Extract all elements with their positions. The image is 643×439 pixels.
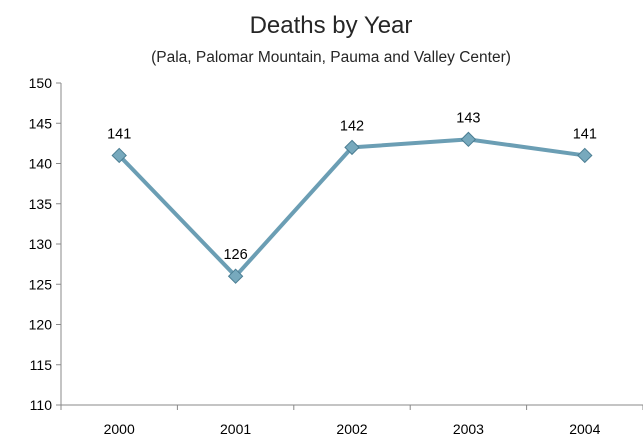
y-tick-label: 120	[29, 317, 53, 333]
y-tick-label: 135	[29, 196, 53, 212]
data-point-marker	[460, 131, 477, 148]
data-labels: 141 126 142 143 141	[107, 110, 597, 263]
data-label: 126	[223, 247, 247, 263]
axes: 110 115 120 125 130 135 140 145 150 2000 2001 2002 2…	[29, 75, 643, 437]
chart-title: Deaths by Year	[250, 12, 413, 39]
data-label: 141	[107, 126, 131, 142]
data-label: 142	[340, 118, 364, 134]
x-tick-label: 2002	[336, 421, 367, 437]
data-point-marker	[111, 147, 127, 164]
data-point-marker	[577, 147, 593, 164]
data-label: 143	[456, 110, 480, 126]
y-tick-label: 145	[29, 115, 53, 131]
x-tick-label: 2000	[104, 421, 135, 437]
y-tick-label: 125	[29, 276, 53, 292]
y-tick-label: 115	[30, 357, 53, 373]
series-layer	[111, 131, 593, 284]
data-point-marker	[227, 268, 244, 284]
x-tick-label: 2003	[453, 421, 484, 437]
x-tick-label: 2004	[569, 421, 600, 437]
y-tick-label: 130	[29, 236, 53, 252]
series-line	[117, 137, 586, 279]
x-tick-label: 2001	[220, 421, 251, 437]
y-tick-label: 110	[30, 397, 53, 413]
data-label: 141	[573, 126, 597, 142]
data-point-marker	[344, 139, 360, 156]
y-tick-label: 150	[29, 75, 53, 91]
y-tick-label: 140	[29, 156, 53, 172]
chart-subtitle: (Pala, Palomar Mountain, Pauma and Valle…	[151, 49, 511, 66]
